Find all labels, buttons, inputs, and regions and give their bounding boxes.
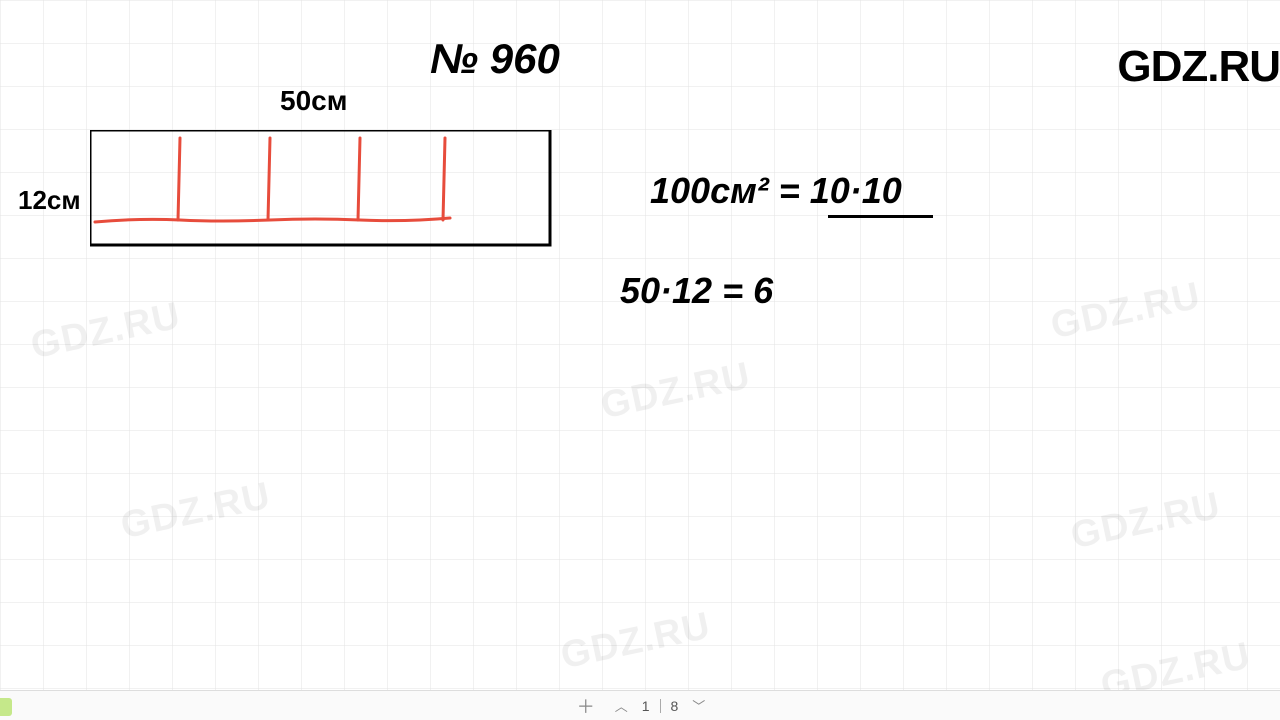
equation-2: 50·12 = 6	[620, 270, 773, 312]
corner-indicator-icon	[0, 698, 12, 716]
width-dimension-label: 50см	[280, 85, 347, 117]
problem-number: № 960	[430, 35, 560, 83]
rectangle-diagram	[90, 130, 560, 255]
page-toolbar: ＋ ︿ 1 8 ﹀	[0, 690, 1280, 720]
total-pages-number: 8	[671, 698, 679, 714]
page-separator	[660, 699, 661, 713]
equation-1: 100см² = 10·10	[650, 170, 902, 212]
height-dimension-label: 12см	[18, 185, 81, 216]
graph-paper-grid	[0, 0, 1280, 720]
next-page-button[interactable]: ﹀	[688, 696, 709, 715]
current-page-number: 1	[642, 698, 650, 714]
add-page-button[interactable]: ＋	[571, 693, 601, 719]
prev-page-button[interactable]: ︿	[611, 696, 632, 715]
equation-underline	[828, 215, 933, 218]
site-logo: GDZ.RU	[1117, 42, 1280, 92]
